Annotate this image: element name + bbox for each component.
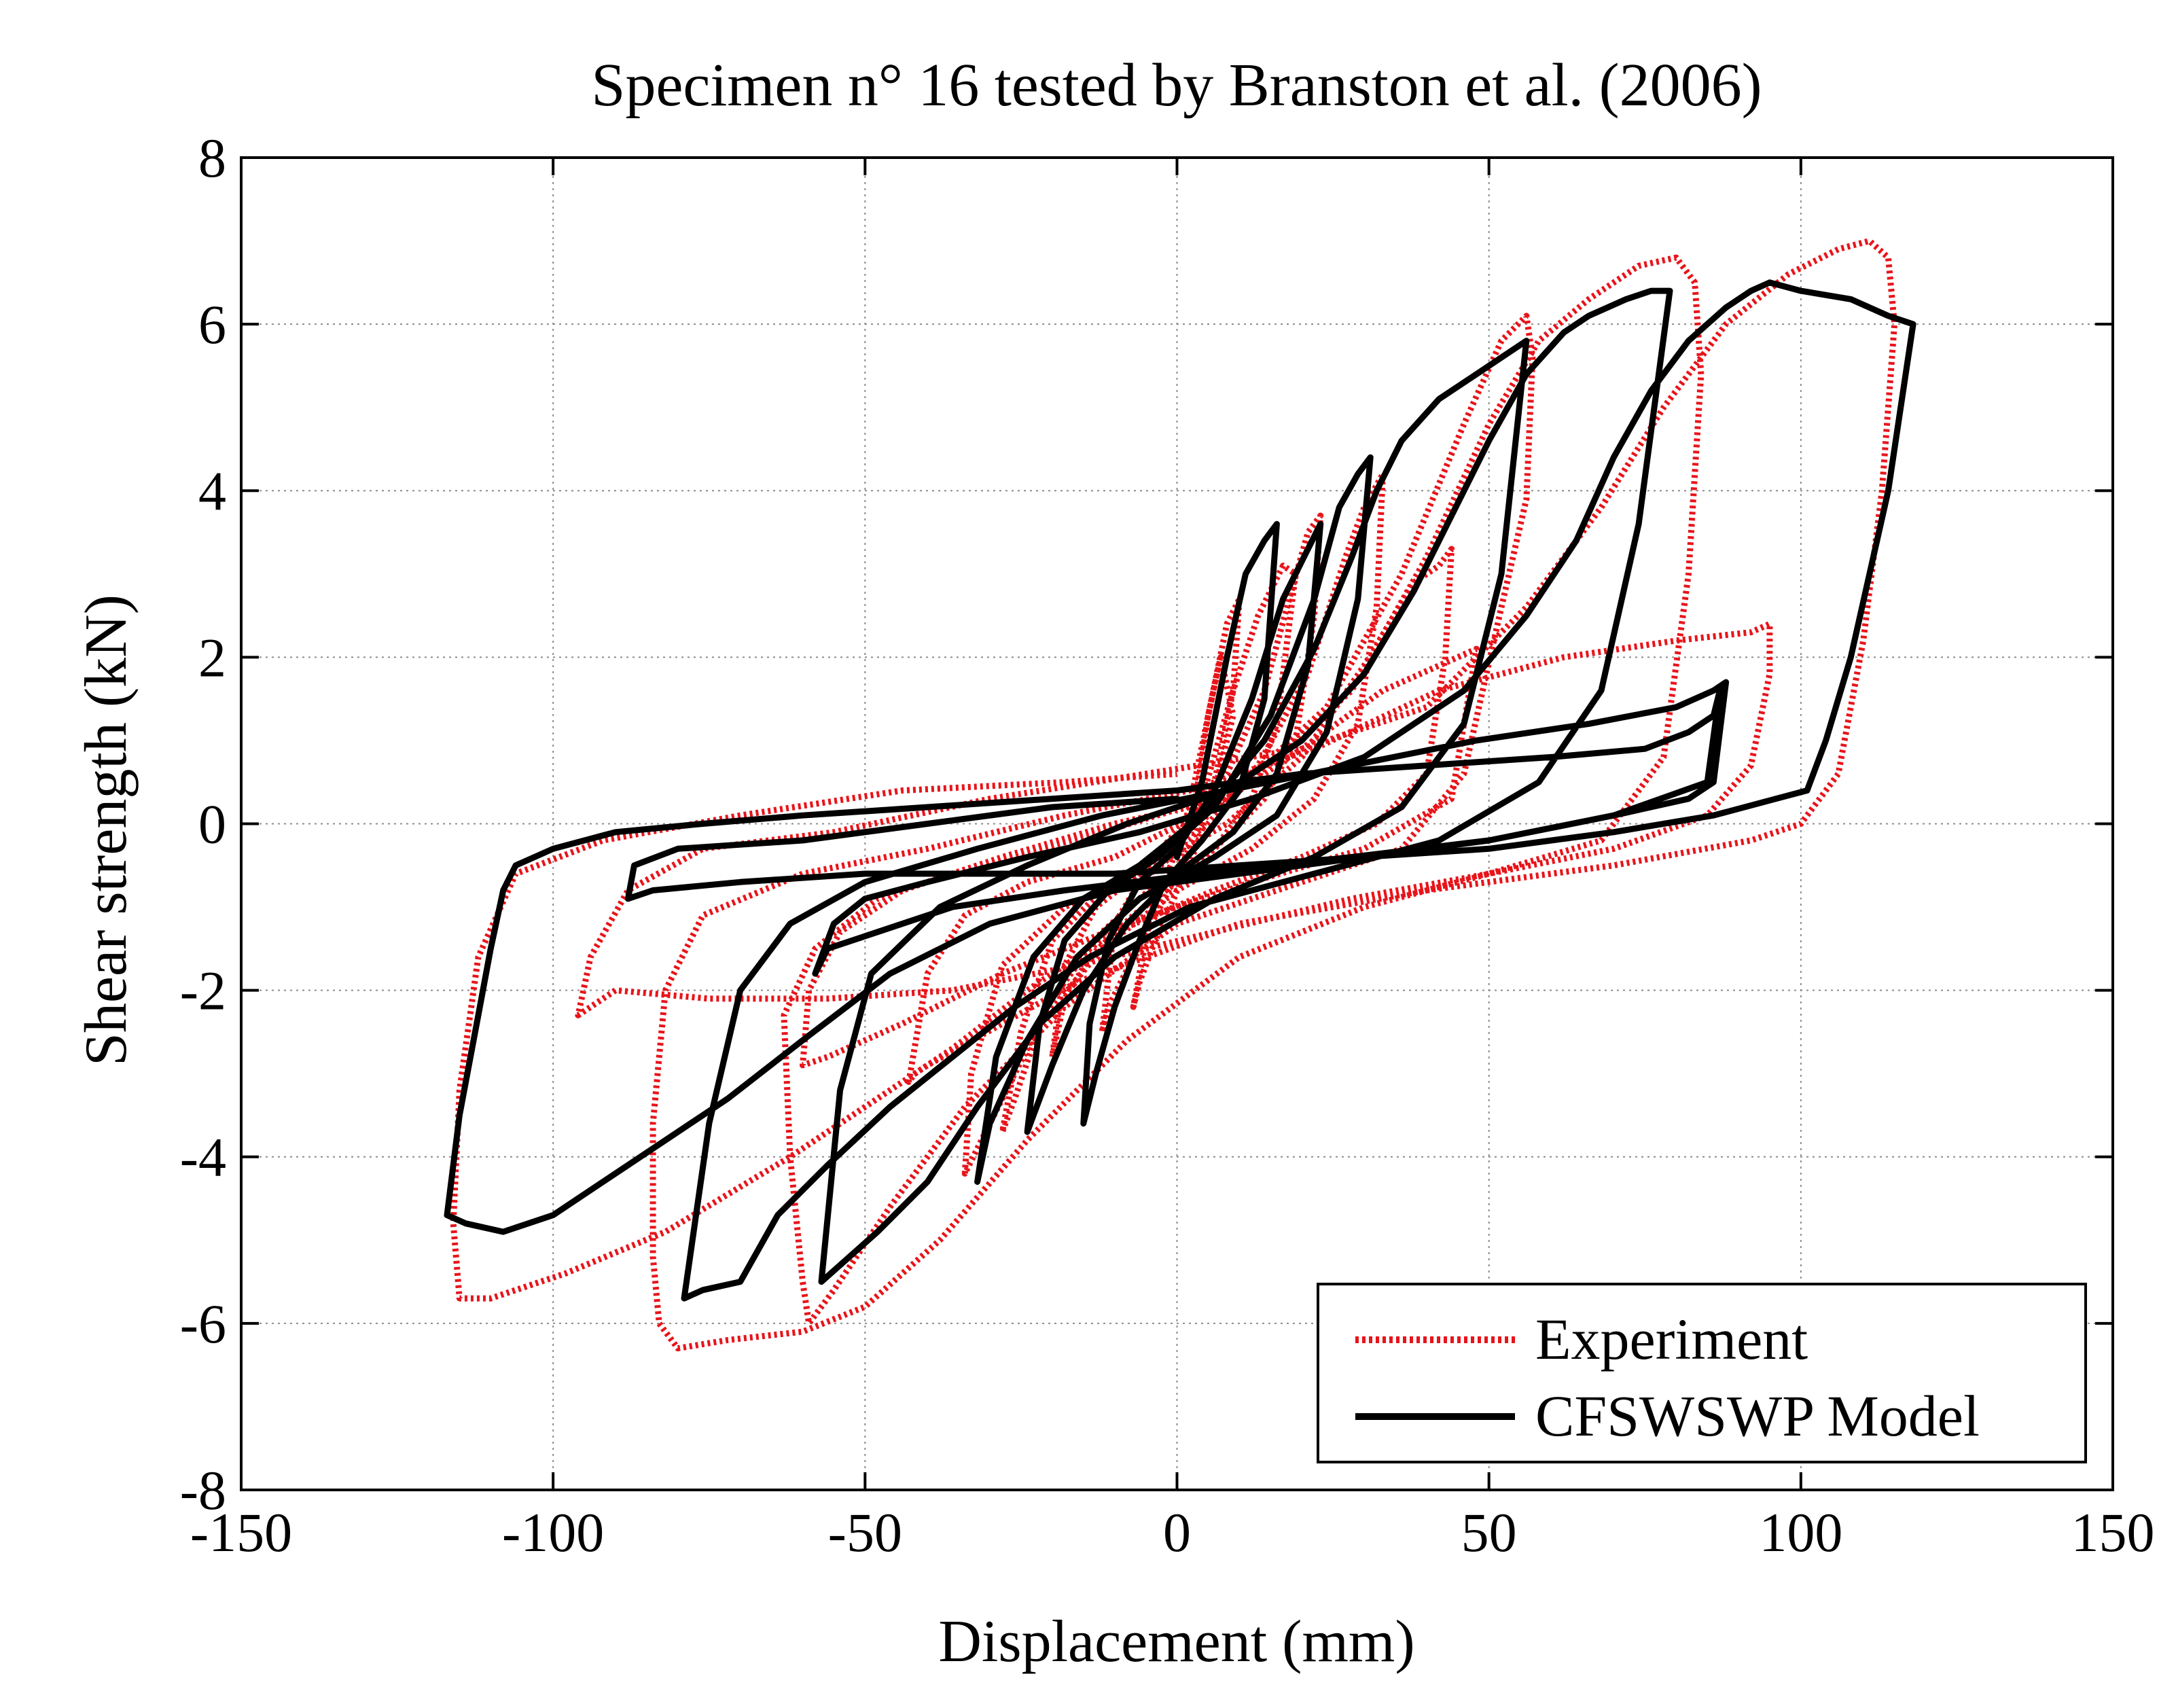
series-line-model bbox=[444, 279, 1916, 1302]
x-tick-label: -150 bbox=[190, 1501, 292, 1563]
y-tick-label: 2 bbox=[198, 626, 226, 688]
y-tick-label: 4 bbox=[198, 460, 226, 522]
y-tick-label: -6 bbox=[180, 1293, 226, 1355]
y-axis-label: Shear strength (kN) bbox=[73, 594, 139, 1066]
chart-title: Specimen n° 16 tested by Branston et al.… bbox=[591, 52, 1762, 119]
x-tick-label: 100 bbox=[1759, 1501, 1842, 1563]
legend-box bbox=[1317, 1283, 2087, 1463]
x-tick-label: 50 bbox=[1461, 1501, 1517, 1563]
y-tick-label: 8 bbox=[198, 127, 226, 189]
axis-ticks: -150 -100 -50 0 50 100 150 -8 -6 -4 -2 0 2 4 6 8 bbox=[180, 127, 2155, 1563]
series-layer bbox=[444, 238, 1916, 1352]
y-tick-label: -8 bbox=[180, 1459, 226, 1521]
x-tick-label: 0 bbox=[1163, 1501, 1191, 1563]
legend: Experiment CFSWSWP Model bbox=[1317, 1283, 2087, 1463]
y-tick-label: -2 bbox=[180, 960, 226, 1022]
y-tick-label: 0 bbox=[198, 794, 226, 855]
x-axis-label: Displacement (mm) bbox=[938, 1609, 1414, 1675]
legend-label-experiment: Experiment bbox=[1535, 1306, 1808, 1372]
x-tick-label: 150 bbox=[2071, 1501, 2155, 1563]
y-tick-label: -4 bbox=[180, 1126, 226, 1188]
x-tick-label: -50 bbox=[828, 1501, 902, 1563]
x-tick-label: -100 bbox=[502, 1501, 604, 1563]
series-line-experiment bbox=[450, 238, 1898, 1352]
y-tick-label: 6 bbox=[198, 293, 226, 355]
legend-label-model: CFSWSWP Model bbox=[1535, 1383, 1980, 1448]
